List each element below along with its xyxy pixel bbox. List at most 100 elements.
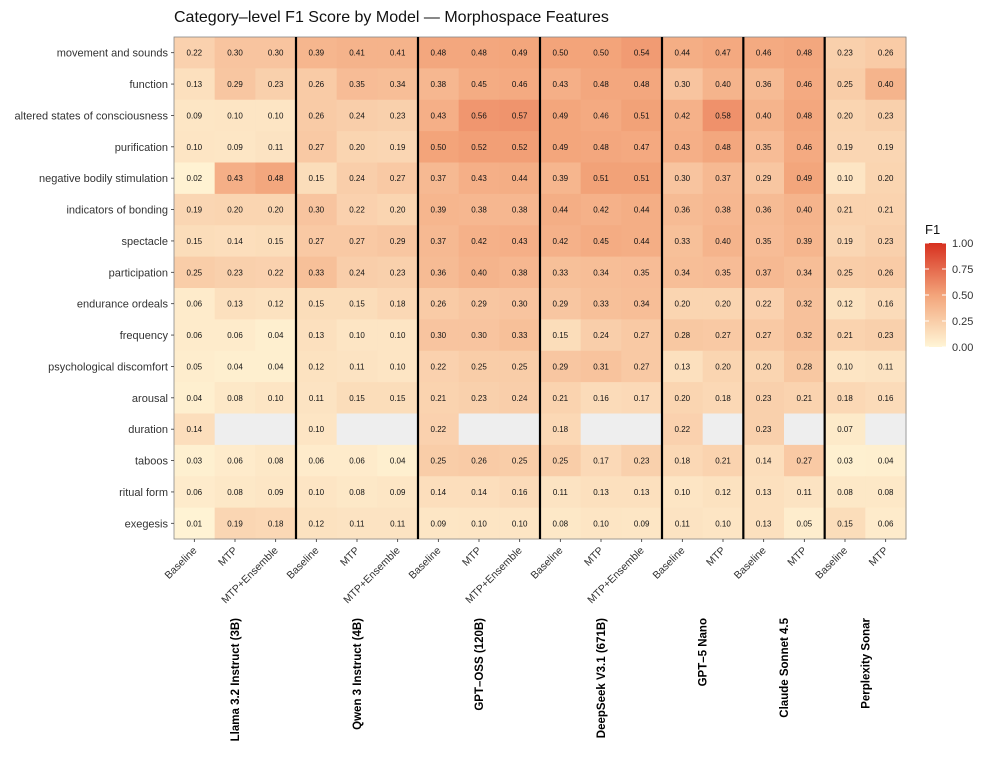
heatmap-cell bbox=[784, 37, 826, 69]
heatmap-cell bbox=[377, 99, 419, 132]
heatmap-cell bbox=[418, 507, 460, 540]
cell-value-label: 0.24 bbox=[349, 268, 365, 277]
cell-value-label: 0.20 bbox=[675, 394, 691, 403]
cell-value-label: 0.19 bbox=[878, 143, 894, 152]
heatmap-cell bbox=[824, 288, 866, 320]
cell-value-label: 0.20 bbox=[390, 206, 406, 215]
cell-value-label: 0.09 bbox=[431, 519, 447, 528]
column-label-mtp: MTP bbox=[785, 545, 809, 569]
cell-value-label: 0.58 bbox=[715, 111, 731, 120]
cell-value-label: 0.26 bbox=[431, 300, 447, 309]
heatmap-cell bbox=[336, 413, 378, 446]
heatmap-cell bbox=[336, 131, 378, 164]
cell-value-label: 0.08 bbox=[227, 488, 243, 497]
heatmap-cell bbox=[865, 382, 907, 415]
cell-value-label: 0.49 bbox=[553, 143, 569, 152]
cell-value-label: 0.22 bbox=[675, 425, 691, 434]
row-label-purification: purification bbox=[115, 142, 168, 154]
cell-value-label: 0.09 bbox=[268, 488, 284, 497]
column-label-mtp: MTP bbox=[704, 545, 728, 569]
cell-value-label: 0.09 bbox=[187, 111, 203, 120]
heatmap-cell bbox=[662, 99, 704, 132]
cell-value-label: 0.35 bbox=[756, 143, 772, 152]
cell-value-label: 0.49 bbox=[553, 111, 569, 120]
heatmap-cell bbox=[296, 444, 338, 477]
heatmap-cell bbox=[255, 350, 297, 383]
heatmap-cell bbox=[580, 131, 622, 164]
cell-value-label: 0.26 bbox=[471, 457, 487, 466]
heatmap-cell bbox=[662, 256, 704, 289]
heatmap-cell bbox=[621, 444, 663, 477]
heatmap-cell bbox=[580, 476, 622, 509]
cell-value-label: 0.39 bbox=[553, 174, 569, 183]
heatmap-cell bbox=[418, 193, 460, 226]
heatmap-cell bbox=[377, 131, 419, 164]
cell-value-label: 0.47 bbox=[634, 143, 650, 152]
cell-value-label: 0.27 bbox=[715, 331, 731, 340]
cell-value-label: 0.37 bbox=[715, 174, 731, 183]
cell-value-label: 0.46 bbox=[797, 143, 813, 152]
heatmap-cell bbox=[296, 256, 338, 289]
cell-value-label: 0.19 bbox=[837, 237, 853, 246]
heatmap-cell bbox=[255, 256, 297, 289]
heatmap-cell bbox=[418, 99, 460, 132]
heatmap-cell bbox=[540, 131, 582, 164]
cell-value-label: 0.25 bbox=[837, 80, 853, 89]
heatmap-cell bbox=[621, 350, 663, 383]
cell-value-label: 0.50 bbox=[593, 49, 609, 58]
cell-value-label: 0.26 bbox=[878, 49, 894, 58]
chart-title: Category–level F1 Score by Model — Morph… bbox=[174, 9, 609, 26]
heatmap-cell bbox=[296, 288, 338, 320]
heatmap-cell bbox=[540, 99, 582, 132]
cell-value-label: 0.30 bbox=[675, 174, 691, 183]
heatmap-cell bbox=[458, 476, 500, 509]
cell-value-label: 0.27 bbox=[634, 331, 650, 340]
cell-value-label: 0.05 bbox=[797, 519, 813, 528]
heatmap-cell bbox=[580, 193, 622, 226]
heatmap-cell bbox=[743, 288, 785, 320]
column-label-baseline: Baseline bbox=[528, 545, 565, 582]
row-label-spectacle: spectacle bbox=[122, 236, 168, 248]
cell-value-label: 0.09 bbox=[227, 143, 243, 152]
heatmap-cell bbox=[784, 68, 826, 101]
heatmap-cell bbox=[377, 288, 419, 320]
column-label-mtp: MTP bbox=[216, 545, 240, 569]
heatmap-cell bbox=[499, 507, 541, 540]
heatmap-cell bbox=[255, 413, 297, 446]
row-label-ritual-form: ritual form bbox=[119, 487, 168, 499]
heatmap-cell bbox=[499, 256, 541, 289]
heatmap-cell bbox=[336, 288, 378, 320]
heatmap-cell bbox=[458, 382, 500, 415]
cell-value-label: 0.21 bbox=[837, 331, 853, 340]
cell-value-label: 0.15 bbox=[309, 300, 325, 309]
cell-value-label: 0.22 bbox=[349, 206, 365, 215]
heatmap-cell bbox=[865, 131, 907, 164]
cell-value-label: 0.29 bbox=[756, 174, 772, 183]
heatmap-cell bbox=[540, 507, 582, 540]
cell-value-label: 0.17 bbox=[593, 457, 609, 466]
heatmap-cell bbox=[662, 193, 704, 226]
cell-value-label: 0.20 bbox=[715, 300, 731, 309]
heatmap-cell bbox=[174, 507, 216, 540]
heatmap-cell bbox=[458, 350, 500, 383]
cell-value-label: 0.44 bbox=[553, 206, 569, 215]
cell-value-label: 0.44 bbox=[634, 237, 650, 246]
heatmap-cell bbox=[621, 68, 663, 101]
heatmap-cell bbox=[174, 319, 216, 352]
cell-value-label: 0.04 bbox=[268, 331, 284, 340]
cell-value-label: 0.33 bbox=[675, 237, 691, 246]
cell-value-label: 0.40 bbox=[878, 80, 894, 89]
cell-value-label: 0.11 bbox=[675, 519, 691, 528]
cell-value-label: 0.42 bbox=[553, 237, 569, 246]
heatmap-cell bbox=[824, 256, 866, 289]
cell-value-label: 0.36 bbox=[431, 268, 447, 277]
cell-value-label: 0.37 bbox=[756, 268, 772, 277]
heatmap-cell bbox=[743, 382, 785, 415]
cell-value-label: 0.14 bbox=[187, 425, 203, 434]
heatmap-cell bbox=[621, 319, 663, 352]
heatmap-cell bbox=[865, 193, 907, 226]
cell-value-label: 0.51 bbox=[634, 174, 650, 183]
heatmap-cell bbox=[621, 131, 663, 164]
cell-value-label: 0.17 bbox=[634, 394, 650, 403]
heatmap-cell bbox=[458, 225, 500, 258]
